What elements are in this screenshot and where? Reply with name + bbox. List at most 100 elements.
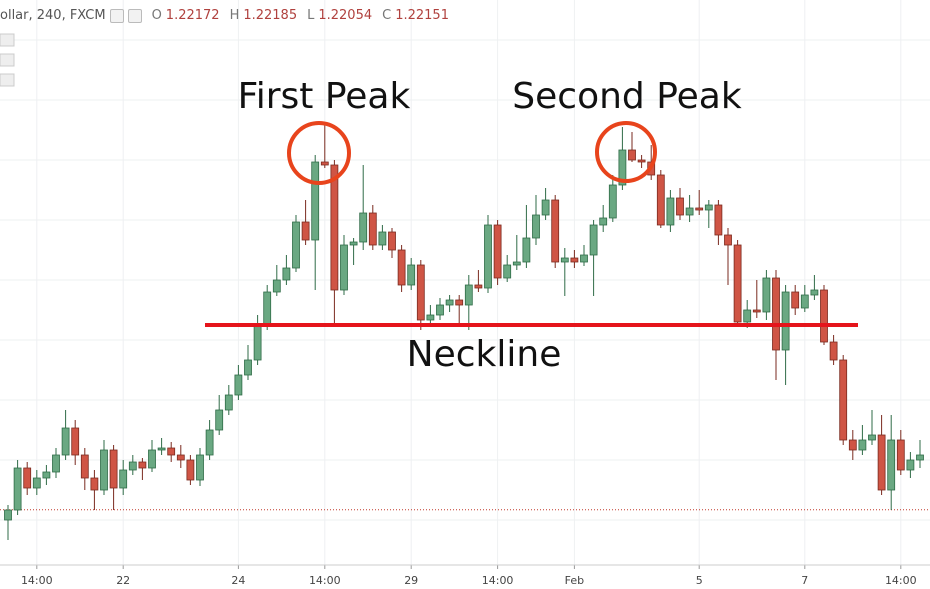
candle-body: [656, 174, 665, 226]
candle-body: [196, 454, 204, 481]
candle-body: [388, 231, 396, 251]
candle-body: [637, 159, 646, 163]
candle-body: [272, 279, 281, 293]
x-tick-label: 29: [404, 574, 418, 587]
ohlc-key: H: [229, 8, 240, 23]
x-tick-label: 22: [116, 574, 130, 587]
x-tick-label: 14:00: [482, 574, 514, 587]
x-tick-label: 14:00: [309, 574, 341, 587]
neckline-label: Neckline: [407, 334, 562, 375]
candle-body: [916, 454, 924, 461]
candle-body: [52, 454, 60, 473]
candle-body: [157, 447, 166, 451]
candle-body: [887, 439, 896, 491]
candle-body: [359, 212, 368, 243]
candle-body: [71, 427, 80, 456]
candle-body: [781, 291, 790, 351]
candle-body: [90, 477, 99, 491]
annotation: Second Peak: [512, 76, 742, 117]
candle-body: [378, 231, 387, 246]
candle-body: [349, 241, 358, 246]
icon[interactable]: [0, 73, 15, 87]
ohlc-value: 1.22172: [165, 8, 220, 23]
header: ollar, 240, FXCM O 1.22172 H 1.22185 L 1.22…: [0, 8, 449, 23]
candle-body: [109, 449, 118, 489]
candle-body: [560, 257, 569, 263]
candle-body: [704, 204, 713, 211]
candle-body: [263, 291, 272, 326]
x-tick-label: 7: [801, 574, 808, 587]
candle-body: [224, 394, 233, 411]
candle-body: [570, 257, 579, 263]
candle-body: [244, 359, 252, 376]
candle-body: [455, 299, 464, 306]
candle-body: [752, 309, 761, 313]
candle-body: [80, 454, 89, 479]
candle-body: [128, 461, 137, 471]
ohlc-value: 1.22185: [243, 8, 298, 23]
candle-body: [580, 254, 588, 263]
candles: [4, 122, 924, 540]
candle-body: [61, 427, 70, 456]
candle-body: [292, 221, 300, 269]
candle-body: [301, 221, 310, 241]
candle-body: [810, 289, 819, 296]
candle-body: [234, 374, 243, 396]
candle-body: [186, 459, 195, 481]
candle-body: [416, 264, 425, 321]
candle-body: [877, 434, 886, 491]
x-tick-label: 24: [231, 574, 245, 587]
candle-body: [685, 207, 694, 216]
icon[interactable]: [0, 33, 15, 47]
candle-body: [522, 237, 531, 263]
x-tick-label: 14:00: [885, 574, 917, 587]
candle-body: [829, 341, 838, 361]
candle-body: [436, 304, 444, 316]
peak-circle: [287, 121, 351, 185]
candle-body: [4, 509, 12, 521]
candle-body: [426, 314, 435, 321]
candle-body: [215, 409, 224, 431]
candle-body: [896, 439, 905, 471]
candle-body: [800, 294, 809, 309]
icon[interactable]: [0, 53, 15, 67]
candle-body: [724, 234, 732, 246]
candle-body: [551, 199, 560, 263]
candle-body: [464, 284, 473, 306]
candle-body: [906, 459, 915, 471]
candle-body: [330, 164, 339, 291]
candle-body: [119, 469, 128, 489]
candle-body: [340, 244, 348, 291]
candle-body: [493, 224, 502, 279]
candle-body: [503, 264, 512, 279]
candle-body: [167, 447, 176, 456]
candle-body: [311, 161, 320, 241]
candle-body: [445, 299, 454, 306]
icon[interactable]: [109, 8, 124, 23]
candle-body: [618, 149, 627, 186]
candle-body: [820, 289, 828, 343]
candle-body: [589, 224, 598, 256]
side-icons: [0, 33, 15, 87]
candle-body: [407, 264, 416, 286]
annotation: First Peak: [238, 76, 411, 117]
candle-body: [599, 217, 608, 226]
ohlc-key: C: [382, 8, 392, 23]
candle-body: [368, 212, 377, 246]
icon[interactable]: [127, 8, 142, 23]
x-tick-label: 5: [696, 574, 703, 587]
candle-body: [397, 249, 406, 286]
candle-body: [512, 261, 521, 266]
candle-body: [772, 277, 780, 351]
candle-body: [628, 149, 636, 161]
candle-body: [138, 461, 147, 469]
candle-body: [676, 197, 684, 216]
candle-body: [791, 291, 800, 309]
ohlc-value: 1.22151: [395, 8, 449, 23]
ohlc-key: O: [151, 8, 162, 23]
ohlc-value: 1.22054: [318, 8, 373, 23]
candle-body: [320, 161, 329, 166]
peak-circle: [595, 121, 657, 183]
